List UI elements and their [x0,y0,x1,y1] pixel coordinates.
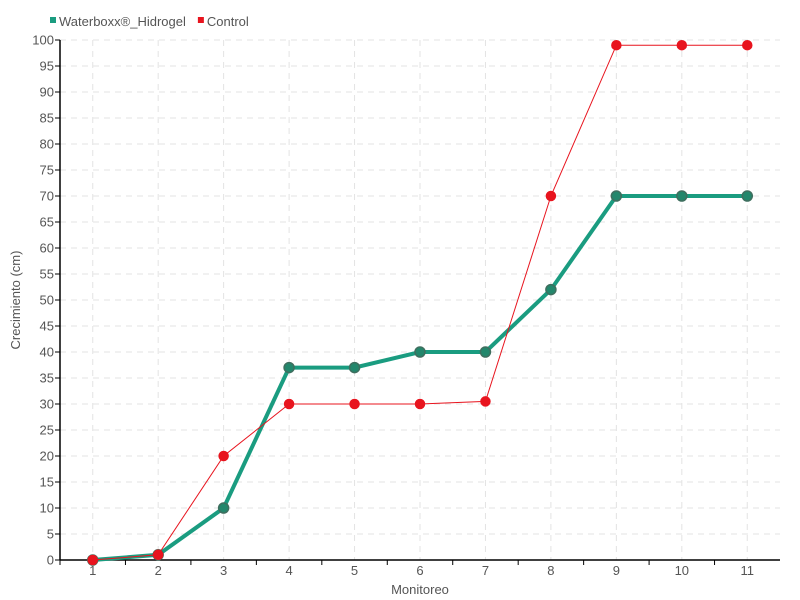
x-tick-label: 4 [285,563,292,578]
y-tick-label: 25 [40,423,54,438]
data-point [217,502,230,514]
y-tick-label: 15 [40,475,54,490]
x-tick-label: 5 [351,563,358,578]
data-point [283,361,295,374]
data-point [218,450,229,462]
legend-swatch [197,17,204,23]
data-point [87,554,98,566]
y-tick-label: 40 [40,345,54,360]
data-point [742,39,753,51]
x-tick-label: 3 [220,563,227,578]
legend: Waterboxx®_Hidrogel Control [50,14,249,29]
x-tick-label: 6 [416,563,423,578]
y-tick-label: 45 [40,319,54,334]
legend-label: Waterboxx®_Hidrogel [59,14,186,29]
x-tick-label: 2 [155,563,162,578]
y-tick-label: 5 [47,527,54,542]
data-point [152,549,164,561]
x-tick-label: 1 [89,563,96,578]
y-tick-label: 85 [40,111,54,126]
y-tick-label: 100 [32,33,54,48]
series-group [86,39,754,566]
y-tick-label: 20 [40,449,54,464]
legend-label: Control [207,14,249,29]
data-point [610,190,623,202]
legend-swatch [50,17,56,23]
x-axis-label: Monitoreo [391,582,449,597]
x-tick-label: 8 [547,563,554,578]
y-tick-label: 70 [40,189,54,204]
y-tick-label: 60 [40,241,54,256]
data-point [348,361,361,374]
y-tick-label: 75 [40,163,54,178]
data-point [676,190,688,202]
data-point [283,398,295,410]
data-point [676,39,688,51]
x-tick-label: 10 [675,563,689,578]
data-point [611,39,622,51]
y-tick-label: 55 [40,267,54,282]
data-point [349,398,360,410]
y-tick-label: 35 [40,371,54,386]
data-point [480,396,491,407]
axes: 0510152025303540455055606570758085909510… [32,33,780,578]
y-tick-label: 95 [40,59,54,74]
y-tick-label: 65 [40,215,54,230]
data-point [741,190,754,202]
data-point [414,346,426,358]
y-tick-label: 50 [40,293,54,308]
data-point [545,283,557,296]
y-tick-label: 30 [40,397,54,412]
grid [60,39,780,560]
y-tick-label: 80 [40,137,54,152]
y-tick-label: 0 [47,553,54,568]
x-tick-label: 11 [741,563,755,578]
data-point [414,398,426,410]
x-tick-label: 9 [613,563,620,578]
x-tick-label: 7 [482,563,489,578]
y-tick-label: 10 [40,501,54,516]
y-tick-label: 90 [40,85,54,100]
data-point [479,346,492,358]
data-point [545,190,557,202]
y-axis-label: Crecimiento (cm) [8,251,23,350]
